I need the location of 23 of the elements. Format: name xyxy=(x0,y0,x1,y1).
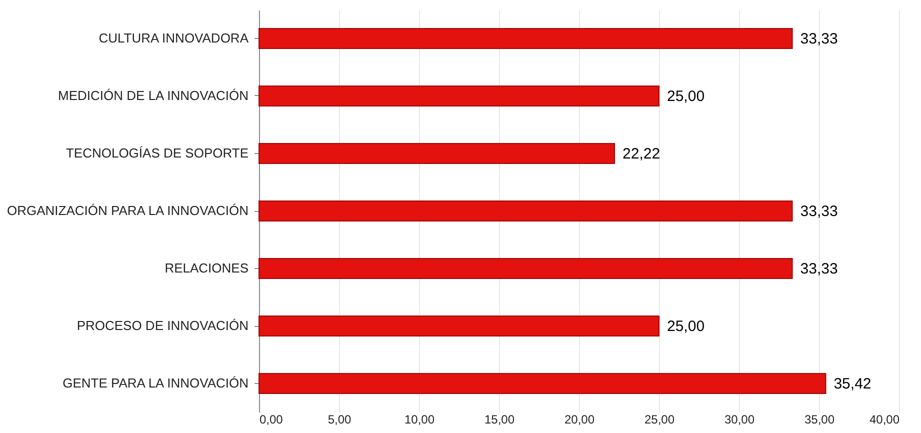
y-tick-label: CULTURA INNOVADORA xyxy=(98,30,249,46)
x-tick-label: 40,00 xyxy=(869,412,900,426)
x-tick-label: 0,00 xyxy=(260,412,284,426)
data-label: 33,33 xyxy=(800,30,838,48)
data-label: 25,00 xyxy=(667,88,705,105)
data-label: 33,33 xyxy=(800,260,838,278)
data-label: 35,42 xyxy=(834,376,872,393)
x-tick-label: 25,00 xyxy=(644,412,675,426)
data-label: 25,00 xyxy=(667,318,705,336)
y-tick-label: TECNOLOGÍAS DE SOPORTE xyxy=(66,145,249,160)
x-tick-label: 5,00 xyxy=(328,412,352,426)
x-tick-label: 35,00 xyxy=(804,412,835,426)
x-tick-label: 30,00 xyxy=(724,412,755,426)
y-tick-label: ORGANIZACIÓN PARA LA INNOVACIÓN xyxy=(6,203,248,218)
x-tick-label: 15,00 xyxy=(484,412,515,426)
y-tick-label: PROCESO DE INNOVACIÓN xyxy=(76,318,248,334)
y-tick-label: GENTE PARA LA INNOVACIÓN xyxy=(62,376,248,391)
y-tick-label: MEDICIÓN DE LA INNOVACIÓN xyxy=(58,88,248,103)
data-label: 33,33 xyxy=(800,203,838,220)
data-label: 22,22 xyxy=(622,145,660,162)
x-tick-label: 10,00 xyxy=(404,412,435,426)
x-tick-label: 20,00 xyxy=(564,412,595,426)
y-tick-label: RELACIONES xyxy=(164,260,249,276)
